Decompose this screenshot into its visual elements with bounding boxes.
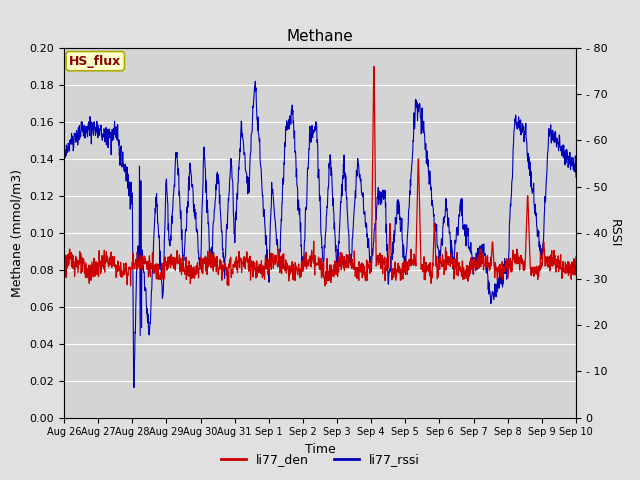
Y-axis label: RSSI: RSSI: [608, 218, 621, 247]
Text: HS_flux: HS_flux: [69, 55, 122, 68]
X-axis label: Time: Time: [305, 443, 335, 456]
Legend: li77_den, li77_rssi: li77_den, li77_rssi: [216, 448, 424, 471]
Y-axis label: Methane (mmol/m3): Methane (mmol/m3): [11, 169, 24, 297]
Title: Methane: Methane: [287, 29, 353, 44]
